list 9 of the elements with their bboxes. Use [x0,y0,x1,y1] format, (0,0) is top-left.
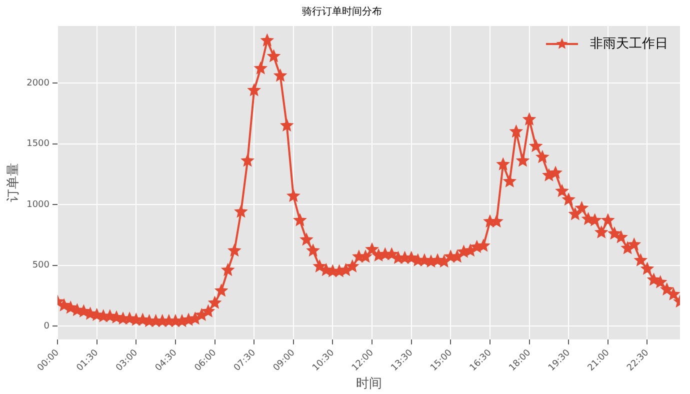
y-tick-label: 500 [32,260,50,271]
legend-label: 非雨天工作日 [590,36,668,52]
y-tick-label: 1500 [26,139,50,150]
y-axis-title: 订单量 [6,163,22,202]
y-tick-label: 0 [44,321,50,332]
y-tick-label: 1000 [26,200,50,210]
chart-title: 骑行订单时间分布 [302,6,382,18]
y-tick-label: 2000 [26,78,50,88]
x-axis-title: 时间 [356,376,382,392]
